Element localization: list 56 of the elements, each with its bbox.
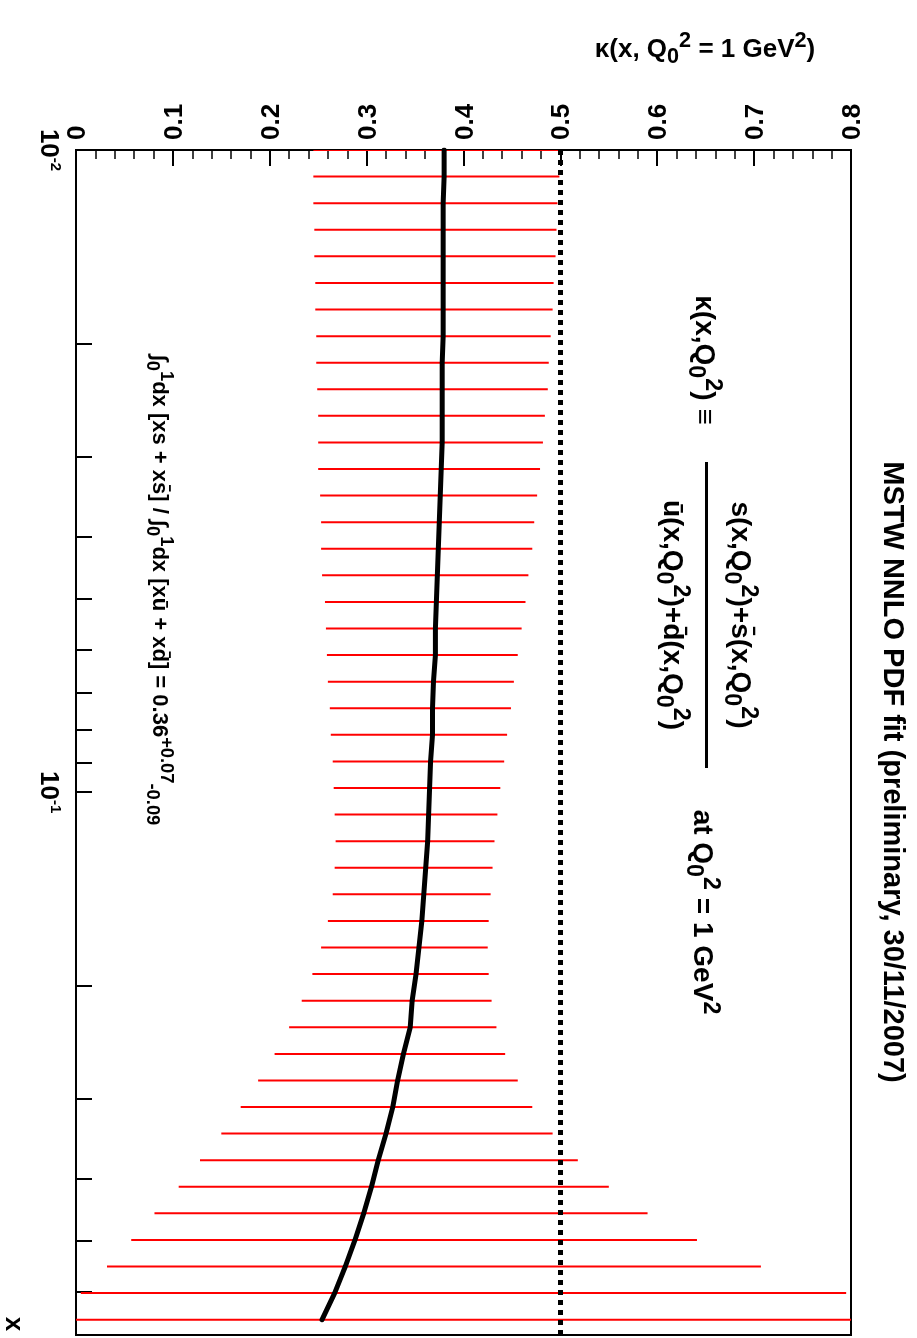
bar: [131, 1238, 697, 1241]
bar: [321, 946, 488, 949]
x-tick-label: 0.2: [254, 103, 285, 140]
x-tick-label: 0.3: [351, 103, 382, 140]
bar: [317, 388, 548, 391]
bar: [107, 1265, 761, 1268]
bar: [315, 282, 554, 285]
bar: [313, 202, 558, 205]
bar: [335, 840, 495, 843]
bar: [327, 919, 489, 922]
bar: [258, 1079, 518, 1082]
x-tick-label: 0.7: [739, 103, 770, 140]
bar: [324, 600, 526, 603]
text: MSTW NNLO PDF fit (preliminary, 30/11/2007): [876, 461, 910, 1083]
bar: [314, 228, 557, 231]
bar: [289, 1026, 497, 1029]
bar: [325, 627, 522, 630]
bar: [329, 707, 511, 710]
bar: [313, 175, 560, 178]
bar: [312, 973, 489, 976]
bar: [178, 1185, 609, 1188]
bar: [334, 866, 493, 869]
x-tick-label: 0.8: [836, 103, 866, 140]
bar: [76, 1318, 851, 1321]
bar: [301, 999, 492, 1002]
bar: [318, 414, 545, 417]
bar: [326, 654, 518, 657]
bar: [154, 1212, 648, 1215]
bar: [332, 893, 491, 896]
bar: [316, 361, 549, 364]
y-axis-title: x: [0, 1316, 30, 1332]
bar: [332, 760, 505, 763]
bar: [221, 1132, 553, 1135]
bar: [240, 1106, 533, 1108]
bar: [321, 521, 535, 524]
bar: [333, 787, 501, 790]
bar: [321, 547, 533, 550]
bar: [322, 574, 529, 577]
x-axis-title: κ(x, Q$_{0}$$^{2}$ = 1 GeV$^{2}$): [594, 27, 816, 69]
bar: [334, 813, 498, 816]
bar: [314, 255, 556, 258]
x-tick-label: 0.6: [642, 103, 673, 140]
x-tick-label: 0.5: [545, 103, 576, 140]
x-tick-label: 0.4: [448, 103, 479, 140]
bar: [315, 308, 553, 311]
bar: [330, 733, 508, 736]
bar: [327, 680, 514, 683]
bar: [316, 335, 551, 338]
bar: [318, 441, 543, 444]
bar: [80, 1292, 847, 1295]
bar: [320, 494, 538, 497]
x-tick-label: 0.1: [157, 103, 188, 140]
y-tick-label: 10-1: [34, 771, 65, 814]
bar: [274, 1052, 506, 1055]
bar: [318, 467, 541, 470]
bar: [200, 1159, 578, 1162]
